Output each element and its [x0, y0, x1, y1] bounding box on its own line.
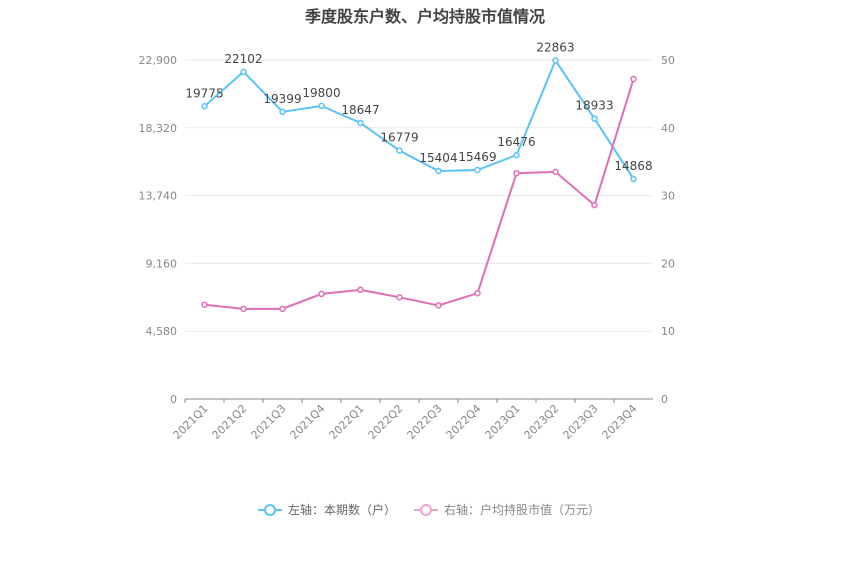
data-label: 19800: [302, 86, 340, 100]
data-label: 18933: [575, 99, 613, 113]
legend: 左轴：本期数（户） 右轴：户均持股市值（万元）: [258, 501, 600, 518]
x-tick-label: 2021Q1: [171, 402, 211, 442]
right-tick-label: 0: [661, 393, 668, 406]
left-tick-label: 9,160: [146, 257, 178, 270]
data-label: 16779: [380, 131, 418, 145]
data-point: [279, 108, 286, 116]
data-point: [591, 115, 598, 122]
data-point: [513, 169, 520, 177]
data-label: 22102: [224, 52, 262, 66]
left-tick-label: 18,320: [139, 122, 178, 135]
data-label: 15404: [419, 151, 457, 165]
data-point: [357, 286, 364, 294]
data-point: [240, 305, 247, 313]
x-tick-label: 2023Q2: [522, 402, 562, 442]
data-label: 15469: [458, 150, 496, 164]
data-point: [396, 147, 403, 154]
data-point: [201, 103, 208, 110]
left-tick-label: 22,900: [139, 54, 178, 67]
data-point: [513, 151, 520, 159]
x-tick-label: 2021Q3: [249, 402, 289, 442]
data-point: [474, 289, 481, 297]
series-line: [204, 78, 635, 310]
data-point: [318, 102, 325, 110]
data-point: [240, 68, 247, 76]
data-point: [318, 290, 325, 298]
data-label: 19775: [185, 86, 223, 100]
x-tick-label: 2023Q4: [600, 402, 640, 442]
data-point: [435, 302, 442, 309]
left-tick-label: 0: [170, 393, 177, 406]
right-tick-label: 30: [661, 190, 675, 203]
data-label: 22863: [536, 41, 574, 55]
x-tick-label: 2022Q1: [327, 402, 367, 442]
data-point: [474, 166, 481, 174]
x-tick-label: 2023Q1: [483, 402, 523, 442]
chart-title: 季度股东户数、户均持股市值情况: [304, 7, 545, 26]
series-line: [203, 58, 635, 180]
data-point: [630, 75, 637, 83]
legend-label: 左轴：本期数（户）: [288, 503, 397, 517]
data-label: 16476: [497, 135, 535, 149]
right-tick-label: 40: [661, 122, 675, 135]
x-tick-label: 2023Q3: [561, 402, 601, 442]
data-point: [630, 175, 637, 183]
data-label: 14868: [614, 159, 652, 173]
data-point: [396, 294, 403, 301]
legend-item-right[interactable]: 右轴：户均持股市值（万元）: [414, 501, 600, 518]
data-point: [357, 119, 364, 127]
data-point: [279, 305, 286, 313]
data-point: [591, 201, 598, 209]
x-tick-label: 2021Q4: [288, 402, 328, 442]
right-tick-label: 20: [661, 257, 675, 270]
data-point: [435, 167, 442, 175]
x-tick-label: 2022Q3: [405, 402, 445, 442]
x-tick-label: 2021Q2: [210, 402, 250, 442]
right-tick-label: 50: [661, 54, 675, 67]
data-point: [201, 301, 208, 309]
right-tick-label: 10: [661, 325, 675, 338]
data-point: [552, 168, 559, 176]
data-point: [552, 57, 559, 64]
x-tick-label: 2022Q2: [366, 402, 406, 442]
data-label: 18647: [341, 103, 379, 117]
left-tick-label: 4,580: [146, 325, 178, 338]
x-tick-label: 2022Q4: [444, 402, 484, 442]
legend-label: 右轴：户均持股市值（万元）: [444, 503, 601, 517]
legend-item-left[interactable]: 左轴：本期数（户）: [258, 501, 396, 518]
left-tick-label: 13,740: [139, 190, 178, 203]
data-label: 19399: [263, 92, 301, 106]
